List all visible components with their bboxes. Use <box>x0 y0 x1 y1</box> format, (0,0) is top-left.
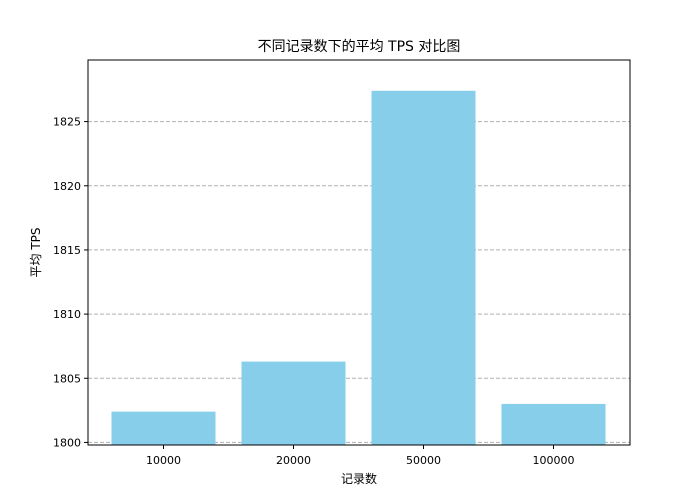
bars <box>111 90 606 446</box>
x-tick-label: 10000 <box>146 454 181 467</box>
bar-10000 <box>111 411 216 445</box>
y-axis-label: 平均 TPS <box>29 228 43 278</box>
bar-50000 <box>371 90 476 446</box>
gridlines <box>88 121 630 443</box>
y-tick-label: 1825 <box>53 116 81 129</box>
chart-title: 不同记录数下的平均 TPS 对比图 <box>258 39 461 55</box>
axes-frame <box>87 59 631 446</box>
y-axis-ticks: 1800 1805 1810 1815 1820 1825 <box>53 116 88 449</box>
y-tick-label: 1815 <box>53 244 81 257</box>
bar-20000 <box>241 361 346 445</box>
x-tick-label: 50000 <box>406 454 441 467</box>
x-axis-ticks: 10000 20000 50000 100000 <box>146 445 575 467</box>
x-tick-label: 20000 <box>276 454 311 467</box>
bar-100000 <box>501 403 606 445</box>
y-tick-label: 1805 <box>53 372 81 385</box>
y-tick-label: 1800 <box>53 436 81 449</box>
y-tick-label: 1810 <box>53 308 81 321</box>
y-tick-label: 1820 <box>53 180 81 193</box>
x-tick-label: 100000 <box>533 454 575 467</box>
x-axis-label: 记录数 <box>341 471 377 486</box>
